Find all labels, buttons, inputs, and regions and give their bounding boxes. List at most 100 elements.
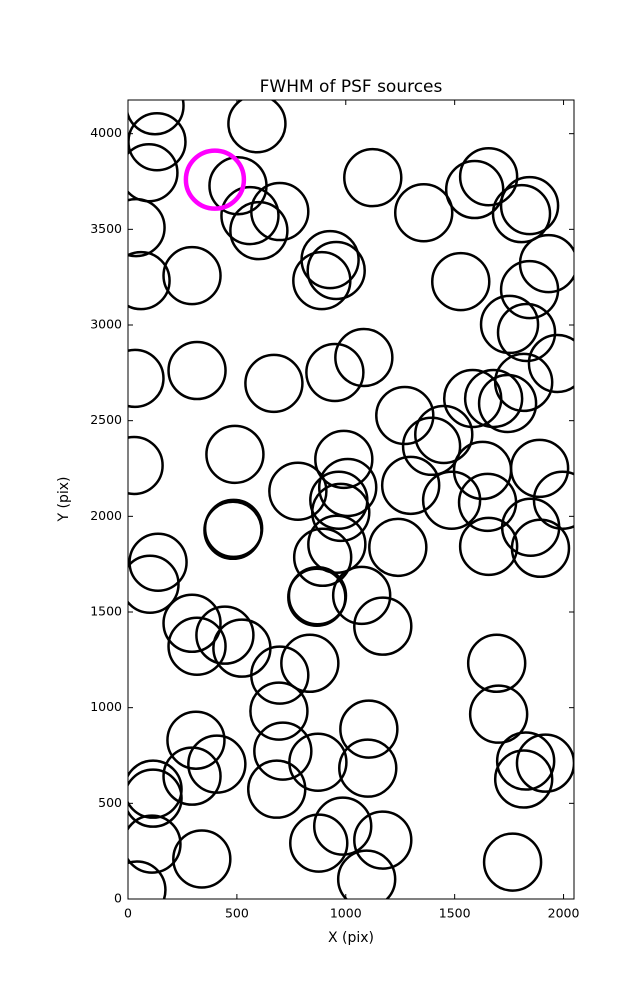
source-circle: [463, 368, 524, 429]
plot-area: [128, 100, 574, 899]
source-circle: [431, 251, 491, 312]
source-circle: [338, 738, 398, 798]
source-circle: [482, 832, 543, 892]
source-circle: [227, 100, 287, 154]
source-circle: [368, 517, 428, 578]
source-circle: [220, 185, 280, 246]
source-circle: [493, 749, 554, 809]
source-circle: [499, 175, 560, 236]
highlight-circle: [183, 148, 247, 211]
source-circle: [128, 554, 180, 615]
source-circle: [128, 435, 164, 496]
source-circle: [187, 734, 247, 794]
y-tick-label: 2500: [90, 412, 122, 427]
source-circle: [289, 813, 349, 873]
y-tick-label: 500: [98, 795, 122, 810]
x-tick-label: 500: [225, 906, 249, 921]
source-circle: [305, 342, 365, 403]
source-circle: [162, 245, 222, 306]
y-tick-label: 0: [114, 891, 122, 906]
source-circle: [311, 482, 371, 543]
source-circle: [495, 731, 556, 791]
source-circle: [336, 849, 397, 899]
y-axis-label: Y (pix): [56, 477, 72, 523]
y-tick-label: 3500: [90, 221, 122, 236]
source-circle: [527, 333, 574, 394]
source-circle: [205, 424, 265, 485]
x-axis-label: X (pix): [328, 930, 374, 946]
source-circle: [479, 294, 540, 355]
source-circle: [292, 250, 352, 311]
source-circle: [444, 159, 505, 220]
source-circle: [380, 455, 441, 516]
source-circle: [292, 527, 353, 588]
source-circle: [195, 605, 255, 665]
source-circle: [331, 565, 392, 626]
y-tick-label: 1500: [90, 604, 122, 619]
source-circle: [250, 645, 310, 705]
source-circle: [353, 810, 413, 870]
source-circle: [128, 768, 183, 828]
source-circle: [466, 633, 527, 694]
source-circle: [353, 596, 413, 656]
source-circle: [280, 633, 340, 694]
source-circle: [307, 514, 367, 575]
source-circle: [442, 368, 503, 429]
source-circle: [339, 699, 399, 759]
source-circle: [499, 259, 560, 320]
source-circle: [128, 860, 167, 899]
source-circle: [393, 182, 454, 243]
source-circle: [128, 759, 183, 819]
plot-frame: [127, 99, 575, 900]
source-circle: [246, 759, 307, 819]
source-circle: [458, 516, 519, 577]
source-circle: [509, 438, 570, 499]
y-tick-label: 1000: [90, 699, 122, 714]
source-circle: [162, 746, 222, 806]
source-circle: [287, 565, 348, 626]
source-circle: [166, 710, 226, 770]
source-circle: [167, 340, 227, 401]
source-circle: [162, 593, 222, 654]
axes: 0 500 1000 1500 2000 0 500 1000 1500 2000 2500 3000…: [90, 100, 579, 921]
source-circle: [375, 385, 435, 446]
source-circle: [167, 616, 227, 677]
source-circle: [229, 200, 289, 261]
source-circle: [128, 532, 188, 593]
source-circle: [343, 147, 403, 208]
x-tick-label: 2000: [548, 906, 580, 921]
source-circle: [203, 498, 264, 559]
source-circle: [250, 181, 310, 242]
source-circle: [172, 829, 232, 889]
source-circle: [317, 457, 378, 518]
source-circle: [128, 197, 166, 258]
source-circle: [491, 183, 552, 244]
source-circle: [468, 684, 529, 744]
source-circle: [496, 302, 557, 363]
source-circle: [288, 732, 348, 792]
source-circle: [312, 796, 373, 856]
source-circle: [128, 250, 171, 311]
source-circle: [414, 404, 474, 465]
source-circle: [421, 470, 482, 531]
source-circle: [458, 146, 519, 207]
chart-title: FWHM of PSF sources: [260, 77, 443, 97]
source-circle: [128, 100, 185, 136]
x-tick-label: 1500: [439, 906, 471, 921]
source-circle: [510, 518, 571, 579]
source-circle: [249, 681, 309, 741]
source-circle: [253, 721, 313, 781]
source-circle: [306, 240, 366, 301]
source-circle: [401, 416, 462, 477]
source-circle: [128, 348, 165, 409]
y-tick-label: 3000: [90, 317, 122, 332]
source-circle: [334, 327, 394, 388]
x-tick-label: 1000: [330, 906, 362, 921]
source-circle: [244, 353, 304, 414]
y-tick-label: 2000: [90, 508, 122, 523]
x-tick-label: 0: [124, 906, 132, 921]
y-tick-label: 4000: [90, 125, 122, 140]
source-circle: [268, 461, 328, 522]
